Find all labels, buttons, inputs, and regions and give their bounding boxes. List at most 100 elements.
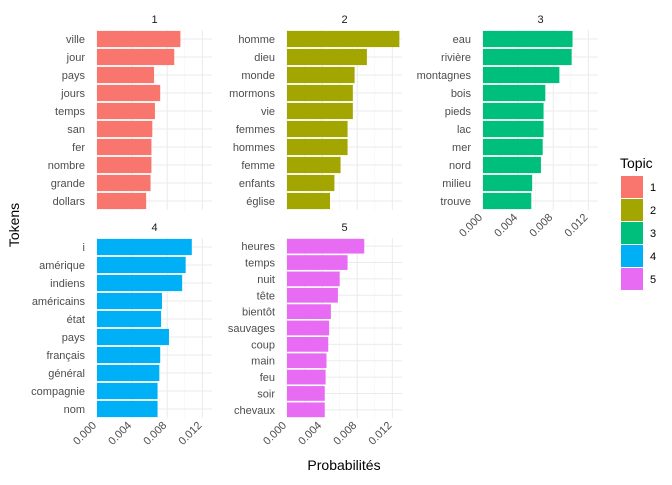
category-label-dollars: dollars — [53, 196, 86, 208]
bar-pays — [97, 328, 169, 346]
bar-chevaux — [287, 402, 325, 418]
bar-vie — [287, 102, 353, 120]
bar-état — [97, 310, 162, 328]
bar-compagnie — [97, 382, 158, 400]
legend-swatch-2 — [621, 199, 643, 221]
bar-rivière — [483, 48, 572, 66]
legend-label-2: 2 — [650, 205, 656, 217]
x-tick-label: 0.000 — [457, 212, 485, 240]
category-label-san: san — [67, 124, 85, 136]
bar-trouve — [483, 192, 532, 210]
bar-amérique — [97, 256, 186, 274]
category-label-français: français — [46, 350, 85, 362]
bar-jours — [97, 84, 161, 102]
category-label-amérique: amérique — [39, 260, 85, 272]
legend-title: Topic — [620, 155, 653, 171]
category-label-sauvages: sauvages — [228, 323, 276, 335]
legend-swatch-4 — [621, 245, 643, 267]
category-label-fer: fer — [72, 142, 85, 154]
category-label-vie: vie — [261, 106, 275, 118]
bar-sauvages — [287, 320, 330, 336]
bar-nom — [97, 400, 158, 418]
bar-homme — [287, 30, 400, 48]
category-label-bois: bois — [451, 88, 472, 100]
bar-main — [287, 353, 327, 369]
legend-label-4: 4 — [650, 251, 656, 263]
bar-nord — [483, 156, 541, 174]
bar-indiens — [97, 274, 183, 292]
bar-nuit — [287, 271, 340, 287]
x-tick-label: 0.000 — [71, 420, 99, 448]
x-tick-label: 0.004 — [296, 420, 324, 448]
x-tick-label: 0.004 — [106, 420, 134, 448]
category-label-milieu: milieu — [442, 178, 471, 190]
category-label-femme: femme — [241, 160, 275, 172]
category-label-américains: américains — [32, 296, 86, 308]
legend-label-1: 1 — [650, 182, 656, 194]
category-label-homme: homme — [238, 34, 275, 46]
category-label-trouve: trouve — [440, 196, 471, 208]
bar-coup — [287, 337, 329, 352]
category-label-monde: monde — [241, 70, 275, 82]
category-label-bientôt: bientôt — [242, 307, 275, 319]
category-label-jour: jour — [66, 52, 86, 64]
bar-enfants — [287, 174, 335, 192]
x-axis-title: Probabilités — [307, 457, 380, 473]
category-label-temps: temps — [55, 106, 85, 118]
bar-général — [97, 364, 160, 382]
category-label-pays: pays — [62, 70, 86, 82]
category-label-compagnie: compagnie — [31, 386, 85, 398]
bar-ville — [97, 30, 181, 48]
category-label-grande: grande — [51, 178, 85, 190]
legend-swatch-5 — [621, 268, 643, 290]
category-label-heures: heures — [241, 241, 275, 253]
bar-montagnes — [483, 66, 560, 84]
category-label-hommes: hommes — [233, 142, 276, 154]
facet-title-3: 3 — [537, 14, 543, 26]
bar-bois — [483, 84, 546, 102]
bar-pieds — [483, 102, 544, 120]
bar-soir — [287, 386, 325, 401]
category-label-général: général — [48, 368, 85, 380]
bar-français — [97, 346, 161, 364]
x-tick-label: 0.004 — [492, 212, 520, 240]
bar-dollars — [97, 192, 147, 210]
category-label-indiens: indiens — [50, 278, 85, 290]
category-label-temps: temps — [245, 258, 275, 270]
category-label-pays: pays — [62, 332, 86, 344]
category-label-montagnes: montagnes — [417, 70, 472, 82]
bar-eau — [483, 30, 573, 48]
bar-hommes — [287, 138, 348, 156]
x-tick-label: 0.008 — [141, 420, 169, 448]
category-label-rivière: rivière — [441, 52, 471, 64]
category-label-eau: eau — [453, 34, 471, 46]
bar-lac — [483, 120, 544, 138]
bar-église — [287, 192, 331, 210]
category-label-état: état — [67, 314, 85, 326]
bar-feu — [287, 369, 326, 385]
bar-tête — [287, 287, 338, 303]
facet-title-5: 5 — [341, 222, 347, 234]
bar-temps — [97, 102, 155, 120]
facet-title-4: 4 — [151, 222, 157, 234]
bar-i — [97, 238, 192, 256]
bar-fer — [97, 138, 152, 156]
x-tick-label: 0.008 — [527, 212, 555, 240]
category-label-mormons: mormons — [229, 88, 275, 100]
category-label-nord: nord — [449, 160, 471, 172]
category-label-femmes: femmes — [236, 124, 276, 136]
category-label-dieu: dieu — [254, 52, 275, 64]
legend-label-3: 3 — [650, 228, 656, 240]
category-label-soir: soir — [257, 388, 275, 400]
category-label-lac: lac — [457, 124, 472, 136]
bar-nombre — [97, 156, 152, 174]
category-label-ville: ville — [66, 34, 85, 46]
bar-américains — [97, 292, 162, 310]
bar-temps — [287, 255, 348, 270]
category-label-tête: tête — [257, 290, 275, 302]
bar-grande — [97, 174, 151, 192]
facet-title-1: 1 — [151, 14, 157, 26]
bar-heures — [287, 238, 365, 254]
